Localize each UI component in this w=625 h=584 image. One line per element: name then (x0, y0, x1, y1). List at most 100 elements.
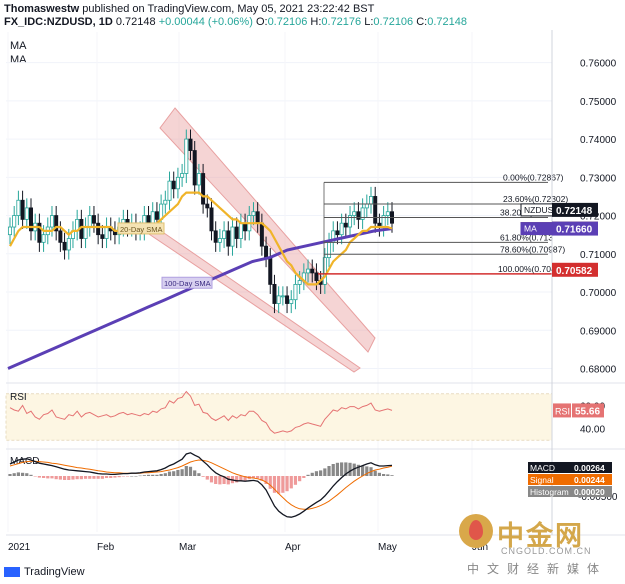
macd-histogram-bar (62, 476, 67, 480)
candle-body (369, 196, 374, 205)
macd-histogram-bar (37, 476, 41, 478)
macd-histogram-bar (109, 476, 113, 478)
y-tick-label: 0.73000 (580, 173, 617, 184)
candle-body (7, 226, 12, 236)
rsi-band (5, 393, 553, 441)
chart-canvas[interactable]: 20-Day SMA 100-Day SMA 0.00%(0.72867) 23.60… (0, 0, 625, 560)
author-name[interactable]: Thomaswestw (4, 3, 80, 15)
watermark-subtitle: 中文财经新媒体 (467, 562, 608, 576)
macd-line (9, 452, 393, 518)
price-tag-box (552, 202, 598, 217)
footer: TradingView (4, 566, 85, 578)
macd-histogram-bar (197, 473, 201, 476)
x-tick-label: 2021 (8, 542, 31, 553)
candle-body (180, 173, 185, 178)
candle-body (96, 222, 101, 236)
candle-body (306, 268, 311, 274)
candle-body (322, 257, 327, 285)
macd-histogram-bar (285, 476, 289, 492)
candle-body (66, 238, 71, 251)
candle-body (188, 138, 193, 151)
macd-histogram-bar (239, 476, 243, 482)
fib-level-label: 23.60%(0.72302) (503, 194, 568, 204)
candle-body (356, 211, 361, 220)
macd-histogram-bar (50, 476, 54, 479)
macd-histogram-bar (281, 476, 285, 493)
macd-histogram-bar (214, 476, 218, 484)
macd-histogram-bar (260, 476, 264, 481)
tradingview-logo-icon (4, 567, 20, 577)
macd-histogram-bar (16, 472, 20, 476)
candle-body (12, 215, 17, 228)
macd-histogram-bar (92, 476, 96, 479)
macd-histogram-bar (319, 470, 323, 476)
candle-body (348, 215, 353, 228)
candle-body (297, 280, 302, 285)
macd-histogram-bar (306, 474, 310, 476)
close-value: 0.72148 (427, 16, 467, 28)
fib-level-label: 100.00%(0.70475) (498, 264, 568, 274)
candle-body (20, 199, 25, 220)
candle-body (62, 241, 67, 251)
macd-histogram-bar (373, 470, 377, 476)
macd-tag-name: Signal (530, 475, 554, 485)
macd-tag-name: MACD (530, 463, 555, 473)
macd-tag-value: 0.00020 (574, 487, 605, 497)
macd-tag-box (572, 474, 612, 485)
candle-body (314, 272, 319, 281)
macd-histogram-bar (155, 474, 159, 476)
macd-histogram-bar (172, 471, 176, 476)
y-tick-label: 0.75000 (580, 97, 617, 108)
macd-histogram-bar (310, 472, 314, 476)
macd-tag-box (572, 486, 612, 497)
ma-legend-1[interactable]: MA (10, 40, 27, 52)
high-value: 0.72176 (321, 16, 362, 28)
ma100-annotation: 100-Day SMA (164, 279, 211, 288)
macd-histogram-bar (41, 476, 46, 478)
rsi-tag-name-box (553, 403, 571, 418)
candle-body (230, 226, 235, 247)
macd-tag-value: 0.00264 (574, 463, 605, 473)
macd-histogram-bar (209, 476, 214, 483)
candle-body (91, 215, 96, 224)
macd-histogram-bar (25, 473, 29, 476)
candle-body (268, 257, 273, 285)
candle-body (205, 203, 210, 209)
macd-histogram-bar (340, 462, 344, 476)
axes: 0.76000 0.75000 0.74000 0.73000 0.72000 0.710… (6, 30, 625, 553)
x-tick-label: Apr (285, 542, 301, 553)
candle-body (184, 138, 189, 174)
macd-histogram-bar (390, 475, 394, 476)
macd-histogram-bar (125, 476, 130, 477)
macd-histogram-bar (335, 462, 340, 476)
macd-histogram-bar (83, 476, 88, 479)
price-tag-name: MA (524, 224, 537, 234)
candle-body (327, 241, 332, 259)
price-tag-value: 0.71660 (556, 225, 593, 236)
y-tick-label: 0.69000 (580, 326, 617, 337)
macd-histogram-bar (20, 472, 25, 476)
macd-histogram-bar (58, 476, 62, 480)
candle-body (58, 230, 63, 243)
macd-tick-label: -0.00500 (578, 492, 618, 503)
x-tick-label: Mar (179, 542, 197, 553)
ma20-annotation: 20-Day SMA (120, 225, 163, 234)
candle-body (171, 180, 176, 190)
macd-histogram-bar (151, 474, 155, 476)
macd-histogram-bar (289, 476, 293, 489)
open-value: 0.72106 (267, 16, 308, 28)
candle-body (213, 230, 218, 243)
candle-body (41, 234, 46, 243)
macd-histogram-bar (226, 476, 230, 485)
candle-body (255, 211, 260, 224)
price-tag-name: NZDUSD (524, 205, 559, 215)
symbol-name[interactable]: FX_IDC:NZDUSD, 1D (4, 16, 113, 28)
rsi-tag-box (572, 403, 604, 418)
publish-info: Thomaswestw published on TradingView.com… (4, 3, 374, 15)
macd-histogram-bar (356, 464, 361, 476)
macd-histogram-bar (163, 473, 167, 476)
fib-level-label: 61.80%(0.713 (500, 232, 553, 242)
footer-brand[interactable]: TradingView (24, 566, 85, 578)
macd-histogram-bar (180, 469, 184, 476)
candle-body (83, 226, 88, 239)
